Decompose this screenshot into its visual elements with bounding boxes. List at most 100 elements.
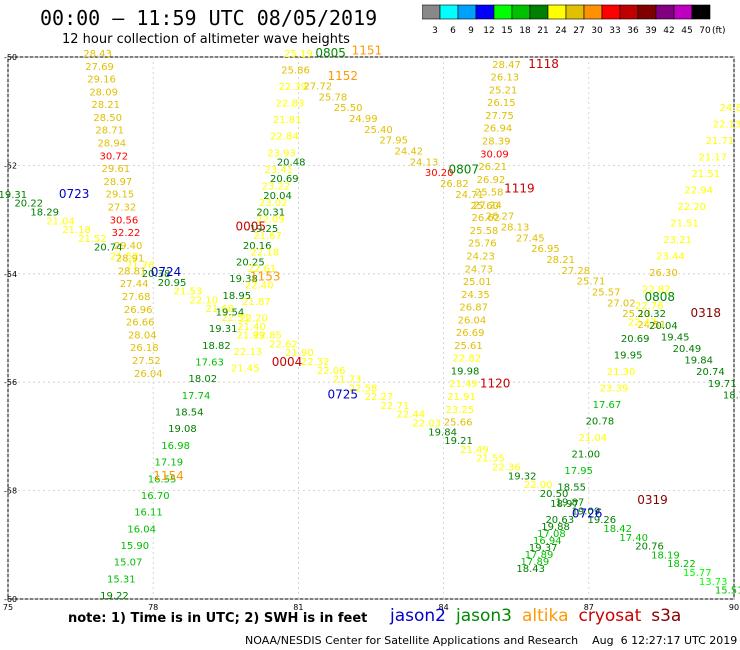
wave-height-value: 22.44 [396,410,425,421]
pass-number-label: 0724 [151,265,182,279]
wave-height-value: 21.87 [242,297,271,308]
wave-height-value: 25.40 [364,125,393,136]
wave-height-value: 25.01 [463,277,492,288]
color-scale-legend: 3 6 9 12 15 18 21 24 27 30 33 36 39 42 45 70 (ft) [422,4,726,36]
wave-height-value: 26.18 [130,343,159,354]
color-scale-unit: (ft) [712,26,726,36]
wave-height-value: 24.23 [466,251,495,262]
pass-number-label: 1119 [504,182,535,196]
wave-height-value: 23.21 [663,235,692,246]
wave-height-value: 24.13 [410,157,439,168]
longitude-tick-label: 87 [584,603,594,612]
wave-height-value: 21.45 [231,363,260,374]
wave-height-value: 21.73 [333,375,362,386]
wave-height-value: 20.76 [635,542,664,553]
wave-height-value: 26.92 [477,175,506,186]
pass-number-label: 0005 [235,219,266,233]
wave-height-value: 21.51 [691,169,720,180]
wave-height-value: 17.95 [564,466,593,477]
wave-height-value: 21.17 [699,153,728,164]
wave-height-value: 19.45 [661,332,690,343]
wave-height-value: 27.72 [303,82,332,93]
wave-height-value: 21.51 [670,219,699,230]
wave-height-value: 28.43 [83,49,112,60]
wave-height-value: 21.49 [449,379,478,390]
pass-number-label: 0726 [572,507,603,521]
wave-height-value: 28.21 [91,100,120,111]
wave-height-value: 18.54 [175,408,204,419]
wave-height-value: 25.58 [470,226,499,237]
wave-height-value: 26.62 [471,213,500,224]
wave-height-value: 21.99 [236,330,265,341]
wave-height-value: 28.91 [116,254,145,265]
credit-line: NOAA/NESDIS Center for Satellite Applica… [245,634,738,647]
wave-height-value: 19.84 [428,427,457,438]
wave-height-value: 19.54 [216,307,245,318]
wave-height-value: 18.55 [557,482,586,493]
wave-height-value: 25.13 [622,309,651,320]
wave-height-value: 22.10 [190,295,219,306]
pass-number-label: 1118 [528,57,559,71]
wave-height-value: 22.32 [301,357,330,368]
wave-height-value: 23.44 [656,252,685,263]
wave-height-value: 26.82 [440,179,469,190]
wave-height-value: 22.82 [452,354,481,365]
legend-item-s3a: s3a [651,606,682,626]
wave-height-value: 18.95 [222,291,251,302]
wave-height-value: 22.36 [492,462,521,473]
wave-height-value: 19.32 [508,471,537,482]
pass-number-label: 1151 [352,43,383,57]
wave-height-value: 17.67 [593,400,622,411]
wave-height-value: 21.67 [253,231,282,242]
color-bin-label: 33 [609,26,620,36]
page-title: 00:00 — 11:59 UTC 08/05/2019 [40,6,378,30]
wave-height-value: 20.50 [540,489,569,500]
wave-height-value: 21.71 [706,136,735,147]
color-bin-label: 3 [432,26,438,36]
wave-height-value: 20.38 [142,269,171,280]
footnote: note: 1) Time is in UTC; 2) SWH is in fe… [68,611,368,626]
pass-number-label: 1154 [153,469,184,483]
wave-height-value: 26.27 [486,212,515,223]
wave-height-value: 28.13 [501,222,530,233]
color-bin-label: 21 [537,26,548,36]
wave-height-value: 17.40 [619,533,648,544]
latitude-tick-label: -52 [4,161,17,170]
wave-height-value: 22.62 [269,339,298,350]
wave-height-value: 25.78 [319,92,348,103]
wave-height-value: 22.20 [239,314,268,325]
wave-height-value: 19.87 [556,498,585,509]
wave-height-value: 17.19 [155,458,184,469]
wave-height-value: 19.98 [451,366,480,377]
wave-height-value: 26.66 [126,318,155,329]
wave-height-value: 30.09 [480,149,509,160]
wave-height-value: 21.30 [607,367,636,378]
wave-height-value: 22.13 [713,120,740,131]
wave-height-value: 22.51 [221,313,250,324]
wave-height-value: 21.49 [460,445,489,456]
pass-number-label: 0807 [448,163,479,177]
wave-height-value: 25.50 [334,103,363,114]
wave-height-value: 26.96 [124,305,153,316]
wave-height-value: 13.73 [699,577,728,588]
color-bin-label: 12 [483,26,494,36]
wave-height-value: 18.19 [651,550,680,561]
wave-height-value: 21.81 [273,115,302,126]
wave-height-value: 27.02 [607,298,636,309]
wave-height-value: 20.95 [158,278,187,289]
wave-height-value: 29.61 [102,164,131,175]
page-subtitle: 12 hour collection of altimeter wave hei… [62,32,350,47]
wave-height-value: 26.30 [649,268,678,279]
longitude-tick-label: 84 [439,603,449,612]
wave-height-value: 26.13 [490,73,519,84]
pass-labels: 0723 0724 0725 0726 0805 0807 0808 1151 1152 1153… [59,43,721,520]
pass-number-label: 1120 [480,377,511,391]
pass-number-label: 0805 [315,46,346,60]
wave-height-value: 20.48 [277,157,306,168]
wave-height-value: 24.51 [637,320,666,331]
latitude-tick-label: -56 [4,378,17,387]
wave-height-value: 19.22 [100,591,129,602]
wave-height-value: 22.27 [365,392,394,403]
color-bin-label: 30 [591,26,603,36]
wave-height-value: 28.09 [89,87,118,98]
